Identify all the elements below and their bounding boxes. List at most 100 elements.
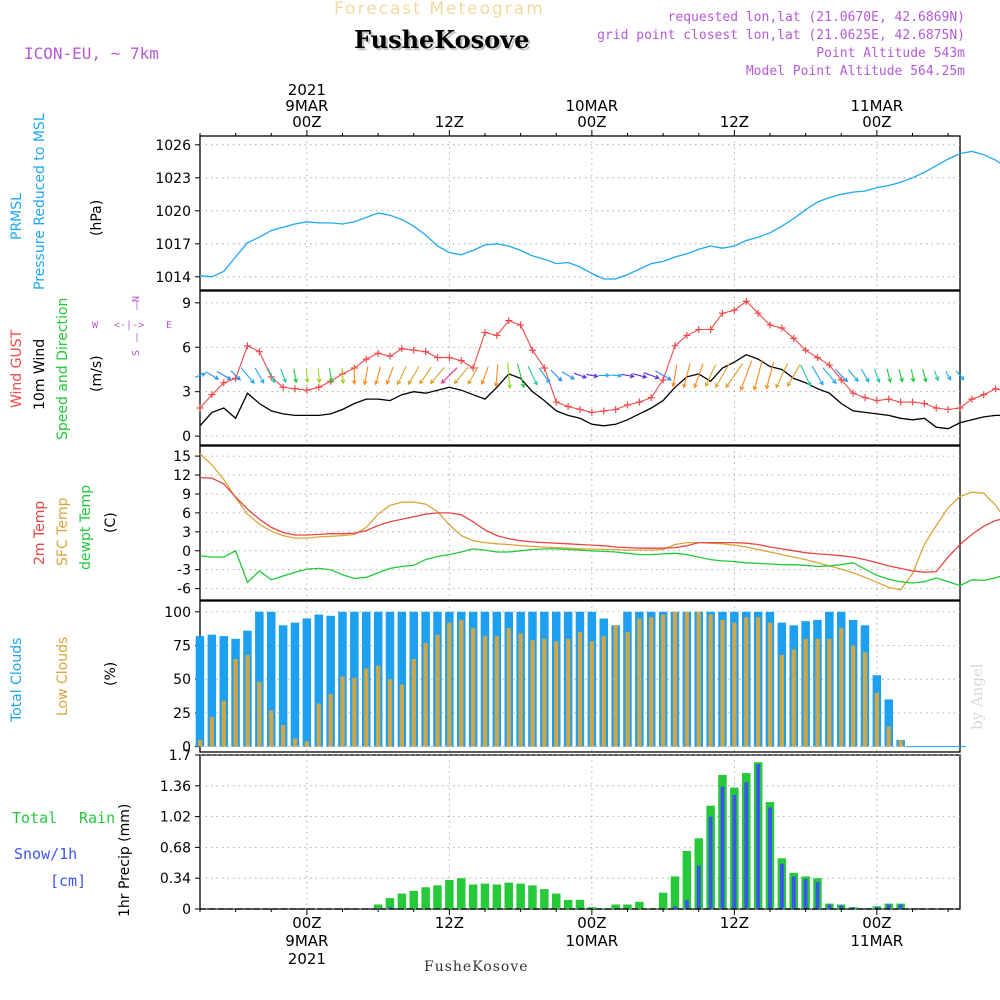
wind-direction-arrow — [440, 367, 458, 384]
wind-direction-arrow — [643, 372, 660, 380]
precip-ytick-label: 0.34 — [160, 871, 191, 887]
low-cloud-bar — [328, 694, 333, 747]
total-cloud-bar — [290, 622, 300, 747]
rain-bar — [635, 901, 644, 909]
requested-coords: requested lon,lat (21.0670E, 42.6869N) — [667, 10, 965, 25]
low-cloud-bar — [898, 739, 903, 747]
clouds-ytick-label: 0 — [182, 740, 191, 756]
low-cloud-bar — [708, 614, 713, 747]
wind-gust-marker — [956, 404, 964, 412]
low-cloud-bar — [221, 700, 226, 747]
wind-gust-marker — [635, 398, 643, 406]
low-clouds-label: Low Clouds — [55, 636, 71, 716]
low-cloud-bar — [292, 738, 298, 747]
snow-bar — [803, 879, 808, 909]
wind-gust-marker — [493, 331, 501, 339]
rain-bar — [409, 890, 418, 909]
wind-gust-marker — [624, 401, 631, 409]
wind-gust-marker — [220, 379, 228, 387]
wind-direction-arrow — [385, 366, 394, 385]
wind-gust-marker — [196, 404, 204, 412]
wind-gust-marker — [778, 324, 786, 332]
temperature-ytick-label: 9 — [182, 487, 191, 503]
low-cloud-bar — [209, 716, 214, 747]
temperature-ytick-label: 6 — [182, 506, 191, 522]
rain-bar — [528, 885, 537, 909]
clouds-ytick-label: 100 — [164, 605, 191, 621]
wind-gust-line — [199, 300, 1000, 413]
low-cloud-bar — [554, 641, 559, 747]
temperature-ytick-label: 15 — [173, 449, 191, 465]
precip-ytick-label: 1.7 — [169, 748, 191, 764]
low-cloud-bar — [791, 649, 796, 747]
wind-gust-marker — [481, 328, 489, 336]
snow-bar — [791, 876, 796, 909]
low-cloud-bar — [886, 726, 891, 747]
wind-direction-arrow — [752, 360, 763, 391]
wind-direction-arrow — [527, 365, 538, 386]
snow-bar — [732, 794, 737, 909]
wind-direction-arrow — [873, 368, 881, 384]
top-axis-label: 12Z — [720, 113, 749, 131]
temperature-ytick-label: 0 — [182, 544, 191, 560]
wind-gust-marker — [932, 404, 940, 412]
wind-direction-arrow — [408, 366, 420, 386]
clouds-ytick-label: 75 — [173, 638, 191, 654]
low-cloud-bar — [684, 611, 689, 747]
bottom-axis-label: 00Z — [292, 914, 321, 932]
low-cloud-bar — [471, 628, 476, 747]
wind-gust-marker — [208, 391, 216, 399]
low-cloud-bar — [435, 634, 440, 747]
rain-bar — [504, 882, 513, 909]
wind-direction-arrow — [374, 366, 382, 386]
top-axis-label: 12Z — [435, 113, 464, 131]
wind-direction-arrow — [573, 372, 588, 379]
wind-direction-arrow — [205, 371, 220, 380]
temp2m-label: 2m Temp — [32, 500, 48, 565]
wind-gust-marker — [600, 407, 608, 415]
wind-direction-arrow — [586, 373, 599, 379]
pressure-unit: (hPa) — [89, 199, 105, 236]
clouds-ytick-label: 25 — [173, 706, 191, 722]
temperature-ytick-label: 3 — [182, 525, 191, 541]
wind-direction-arrow — [598, 373, 611, 378]
wind-ytick-label: 0 — [182, 429, 191, 445]
total-cloud-bar — [326, 615, 335, 747]
top-axis-label: 11MAR — [851, 97, 904, 115]
total-cloud-bar — [267, 611, 276, 747]
compass-horizontal-arrow: <-|-> — [114, 320, 145, 331]
wind-direction-arrow — [240, 367, 255, 384]
rain-bar — [480, 883, 490, 909]
snow-bar — [768, 807, 772, 909]
wind-direction-arrow — [609, 373, 623, 379]
low-cloud-bar — [862, 652, 868, 747]
wind-direction-arrow — [230, 370, 242, 381]
wind-direction-arrow — [254, 367, 265, 384]
snow-bar — [886, 904, 891, 909]
low-cloud-bar — [233, 659, 238, 747]
low-cloud-bar — [518, 633, 523, 747]
wind-direction-arrow — [704, 364, 717, 388]
wind-direction-arrow — [775, 362, 789, 389]
rain-bar — [385, 898, 395, 909]
low-cloud-bar — [720, 619, 725, 747]
wind-direction-arrow — [293, 368, 299, 384]
pressure-ytick-label: 1017 — [155, 237, 191, 253]
wind-ytick-label: 6 — [182, 340, 191, 356]
temperature-ytick-label: 12 — [173, 468, 191, 484]
low-cloud-bar — [779, 654, 784, 747]
rain-bar — [540, 889, 549, 909]
temperature-panel-frame — [199, 445, 961, 601]
low-cloud-bar — [387, 679, 393, 747]
wind-gust-marker — [671, 342, 679, 350]
low-cloud-bar — [625, 632, 630, 747]
wind-gust-marker — [291, 385, 299, 393]
wind-direction-arrow — [467, 366, 479, 386]
wind-gust-marker — [362, 355, 370, 363]
wind-gust-marker — [659, 376, 667, 384]
pressure-label-prmsl: PRMSL — [9, 193, 25, 240]
point-altitude: Point Altitude 543m — [816, 46, 965, 61]
snow-bar — [696, 865, 701, 909]
wind-gust-marker — [576, 405, 584, 413]
wind-ytick-label: 9 — [182, 296, 191, 312]
